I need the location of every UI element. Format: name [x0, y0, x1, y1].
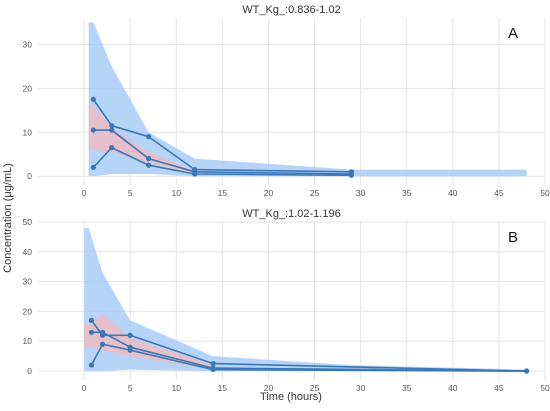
y-tick-label: 30 [23, 39, 33, 49]
x-tick-label: 10 [172, 188, 182, 198]
y-tick-label: 10 [23, 127, 33, 137]
x-tick-label: 15 [218, 188, 228, 198]
y-tick-label: 50 [23, 217, 33, 227]
series-point [109, 127, 115, 133]
series-point [90, 127, 96, 133]
inner-prediction-band [88, 105, 195, 174]
x-tick-label: 5 [128, 383, 133, 393]
y-axis-label: Concentration (μg/mL) [2, 163, 14, 273]
series-point [523, 368, 530, 374]
y-tick-label: 20 [23, 306, 33, 316]
y-tick-label: 0 [27, 171, 32, 181]
y-tick-label: 10 [23, 336, 33, 346]
x-tick-label: 50 [540, 383, 550, 393]
series-point [109, 123, 115, 129]
x-tick-label: 45 [494, 188, 504, 198]
series-point [99, 341, 106, 347]
y-tick-label: 40 [23, 247, 33, 257]
x-tick-label: 5 [128, 188, 133, 198]
series-point [88, 362, 95, 368]
panel-letter: B [508, 229, 518, 246]
series-point [88, 317, 95, 323]
x-tick-label: 35 [402, 188, 412, 198]
series-point [146, 162, 152, 168]
series-point [90, 96, 96, 102]
x-tick-label: 30 [356, 188, 366, 198]
outer-prediction-band [84, 228, 527, 372]
outer-prediction-band [88, 22, 527, 177]
panel-a: WT_Kg_:0.836-1.02 0 5 10 15 20 25 30 35 40 45 50 0 10… [23, 4, 550, 198]
x-tick-label: 10 [172, 383, 182, 393]
panel-b: WT_Kg_:1.02-1.196 0 5 10 15 20 25 30 35 40 45 50 0 10… [23, 208, 550, 393]
series-point [127, 347, 133, 353]
series-point [88, 329, 95, 335]
x-tick-label: 35 [402, 383, 412, 393]
series-point [146, 156, 152, 162]
x-tick-label: 50 [540, 188, 550, 198]
y-tick-label: 20 [23, 83, 33, 93]
x-tick-label: 20 [264, 383, 274, 393]
x-axis-label: Time (hours) [260, 391, 322, 403]
x-tick-label: 40 [448, 383, 458, 393]
x-tick-label: 45 [494, 383, 504, 393]
inner-prediction-band [84, 314, 214, 370]
series-point [127, 332, 133, 338]
x-tick-label: 20 [264, 188, 274, 198]
series-point [192, 171, 198, 177]
series-point [210, 366, 216, 373]
x-tick-label: 0 [82, 383, 87, 393]
series-point [99, 329, 106, 335]
series-point [90, 164, 96, 171]
panel-letter: A [508, 25, 518, 42]
y-tick-label: 0 [27, 366, 32, 376]
series-point [109, 145, 115, 151]
x-tick-label: 40 [448, 188, 458, 198]
x-tick-label: 0 [82, 188, 87, 198]
y-tick-label: 30 [23, 277, 33, 287]
panel-title: WT_Kg_:0.836-1.02 [242, 4, 340, 16]
series-point [348, 172, 355, 178]
x-tick-label: 25 [310, 188, 320, 198]
x-tick-label: 15 [218, 383, 228, 393]
x-tick-label: 30 [356, 383, 366, 393]
series-point [146, 134, 152, 140]
series-point [210, 361, 216, 367]
x-tick-label: 25 [310, 383, 320, 393]
panel-title: WT_Kg_:1.02-1.196 [242, 208, 340, 220]
